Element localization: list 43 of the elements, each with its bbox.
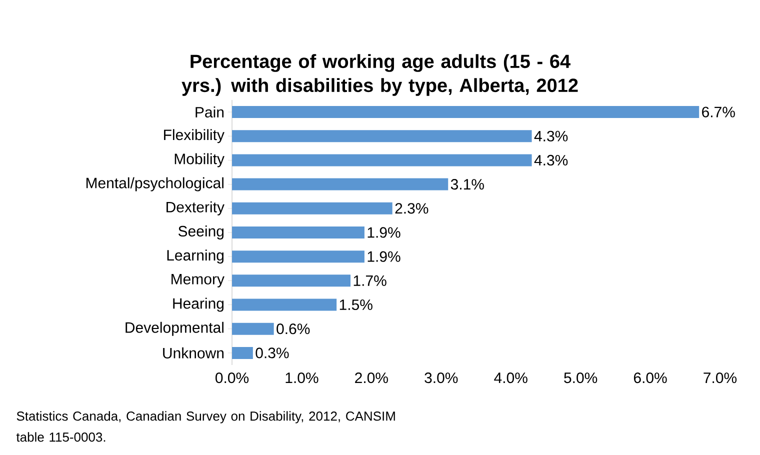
bar bbox=[232, 322, 274, 335]
data-label: 1.9% bbox=[368, 251, 400, 262]
x-tick-label: 7.0% bbox=[704, 372, 737, 384]
y-tick-label: Mental/psychological bbox=[86, 177, 224, 192]
x-tick-label: 0.0% bbox=[216, 372, 249, 384]
bar bbox=[232, 274, 351, 287]
bar bbox=[232, 298, 337, 311]
bar bbox=[232, 178, 448, 190]
bar bbox=[232, 106, 700, 118]
y-tick-label: Developmental bbox=[126, 322, 224, 336]
data-label: 3.1% bbox=[450, 179, 484, 190]
x-tick-label: 1.0% bbox=[286, 372, 318, 384]
y-tick-label: Pain bbox=[196, 106, 224, 118]
y-tick-label: Dexterity bbox=[166, 201, 224, 216]
data-label: 0.6% bbox=[276, 324, 310, 334]
y-tick-label: Learning bbox=[167, 250, 224, 264]
x-tick-label: 2.0% bbox=[355, 372, 388, 384]
data-label: 4.3% bbox=[534, 154, 568, 166]
y-tick-label: Mobility bbox=[174, 153, 224, 168]
data-label: 1.9% bbox=[368, 227, 400, 238]
data-label: 6.7% bbox=[702, 106, 735, 118]
x-tick-label: 4.0% bbox=[494, 372, 528, 384]
x-tick-label: 6.0% bbox=[634, 372, 667, 384]
y-tick-label: Unknown bbox=[163, 347, 224, 358]
bar bbox=[232, 226, 364, 238]
data-label: 2.3% bbox=[395, 203, 428, 214]
bar bbox=[232, 154, 532, 166]
bar bbox=[232, 202, 392, 214]
y-tick-label: Seeing bbox=[178, 225, 224, 240]
bar bbox=[232, 250, 364, 263]
y-tick-label: Hearing bbox=[173, 298, 224, 312]
bar bbox=[232, 346, 253, 359]
bar bbox=[232, 130, 532, 142]
data-label: 1.7% bbox=[354, 275, 386, 286]
data-label: 4.3% bbox=[534, 130, 568, 142]
text: Statistics Canada, Canadian Survey on Disability, 2012, CANSIM table 115-0003. bbox=[16, 411, 395, 442]
x-tick-label: 3.0% bbox=[424, 372, 458, 384]
data-label: 1.5% bbox=[340, 299, 372, 310]
y-tick-label: Memory bbox=[172, 274, 224, 288]
data-label: 0.3% bbox=[256, 348, 289, 358]
y-tick-label: Flexibility bbox=[164, 129, 224, 144]
chart-title: Percentage of working age adults (15 - 64 yrs.) with disabilities by type, Alberta, 2012 bbox=[182, 54, 578, 96]
x-tick-label: 5.0% bbox=[564, 372, 598, 384]
